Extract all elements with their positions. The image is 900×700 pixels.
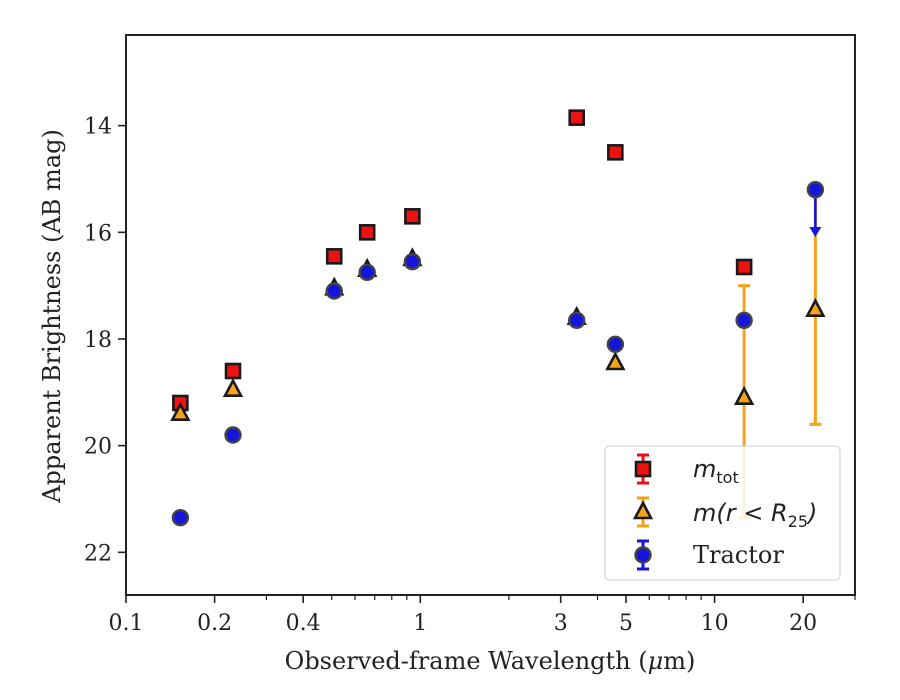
legend-label-mr25: m(r < R25) <box>693 499 817 531</box>
tractor-limit-arrow-head <box>809 227 822 237</box>
plot-frame <box>125 34 856 596</box>
x-axis-label: Observed-frame Wavelength (μm) <box>285 647 696 675</box>
chart-marks <box>170 109 826 527</box>
tractor-point <box>224 426 242 444</box>
y-tick-label: 22 <box>84 541 112 566</box>
y-tick-label: 18 <box>84 328 112 353</box>
y-tick-label: 14 <box>84 115 112 140</box>
mtot-point <box>358 224 376 241</box>
y-axis-label: Apparent Brightness (AB mag) <box>38 129 66 504</box>
y-tick-label: 20 <box>84 435 112 460</box>
tractor-point <box>606 335 625 354</box>
x-tick-label: 1 <box>413 611 427 636</box>
y-tick-label: 16 <box>84 221 112 246</box>
tractor-point <box>325 282 343 300</box>
x-tick-label: 20 <box>789 611 817 636</box>
legend-marker-tractor <box>634 546 652 564</box>
x-tick-label: 0.1 <box>109 611 144 636</box>
mr25-point <box>733 385 755 405</box>
legend-marker-mr25 <box>632 500 654 520</box>
mtot-point <box>735 258 753 276</box>
tractor-point <box>403 252 422 271</box>
mtot-point <box>568 109 586 126</box>
x-tick-label: 10 <box>701 611 729 636</box>
legend: mtot m(r < R25) Tractor <box>604 445 841 581</box>
tractor-point <box>735 311 753 330</box>
mtot-point <box>607 144 624 161</box>
mr25-point <box>170 401 191 421</box>
tractor-point <box>171 508 190 527</box>
x-tick-label: 3 <box>554 611 568 636</box>
tractor-point <box>568 311 586 330</box>
legend-box <box>604 445 841 581</box>
tractor-point <box>806 180 825 199</box>
x-tick-label: 0.4 <box>286 611 321 636</box>
mr25-point <box>805 297 826 317</box>
mr25-point <box>605 351 626 371</box>
mr25-point <box>222 377 244 397</box>
mtot-point <box>224 362 242 380</box>
mtot-point <box>325 248 343 265</box>
legend-label-tractor: Tractor <box>693 541 784 569</box>
x-axis-ticks: 0.1 0.2 0.4 1 3 5 10 20 <box>109 595 856 636</box>
x-tick-label: 5 <box>619 611 633 636</box>
legend-marker-mtot <box>634 460 652 478</box>
y-axis-ticks: 14 16 18 20 22 <box>84 115 126 566</box>
legend-label-mtot: mtot <box>693 455 739 487</box>
x-tick-label: 0.2 <box>197 611 232 636</box>
mtot-point <box>404 208 421 225</box>
tractor-point <box>358 263 376 282</box>
legend-markers <box>632 453 654 571</box>
